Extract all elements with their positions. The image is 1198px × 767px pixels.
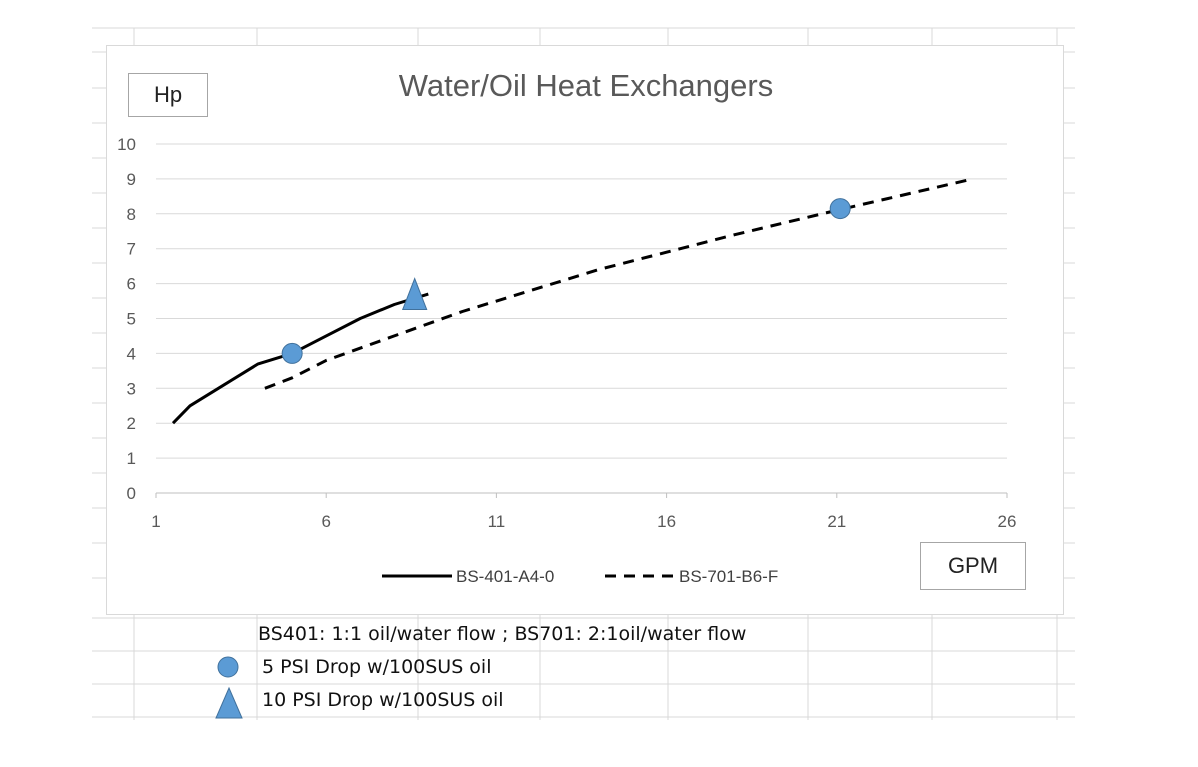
x-tick-label: 16 <box>657 512 676 531</box>
y-tick-label: 3 <box>127 379 136 398</box>
x-tick-label: 21 <box>827 512 846 531</box>
circle-data-marker <box>829 198 851 220</box>
triangle-data-marker <box>401 277 428 311</box>
y-tick-label: 8 <box>127 205 136 224</box>
x-tick-label: 1 <box>151 512 160 531</box>
x-tick-label: 11 <box>488 512 506 531</box>
y-tick-label: 6 <box>127 275 136 294</box>
circle-marker-note: 5 PSI Drop w/100SUS oil <box>262 656 492 678</box>
triangle-marker-icon <box>215 686 243 719</box>
x-tick-label: 6 <box>321 512 330 531</box>
y-tick-label: 0 <box>127 484 136 503</box>
y-axis-unit-label[interactable]: Hp <box>128 73 208 117</box>
circle-marker-icon <box>217 656 239 678</box>
y-tick-label: 2 <box>127 414 136 433</box>
legend-label-1: BS-701-B6-F <box>679 567 778 586</box>
triangle-marker-note: 10 PSI Drop w/100SUS oil <box>262 689 504 711</box>
x-tick-label: 26 <box>998 512 1017 531</box>
y-tick-label: 7 <box>127 240 136 259</box>
y-tick-label: 5 <box>127 310 136 329</box>
legend-label-0: BS-401-A4-0 <box>456 567 554 586</box>
y-tick-label: 9 <box>127 170 136 189</box>
flow-ratio-note: BS401: 1:1 oil/water flow ; BS701: 2:1oi… <box>258 623 747 645</box>
y-tick-label: 1 <box>127 449 136 468</box>
x-axis-unit-label[interactable]: GPM <box>920 542 1026 590</box>
circle-data-marker <box>281 342 303 364</box>
y-tick-label: 10 <box>117 135 136 154</box>
y-tick-label: 4 <box>127 344 136 363</box>
chart-title: Water/Oil Heat Exchangers <box>398 68 774 103</box>
